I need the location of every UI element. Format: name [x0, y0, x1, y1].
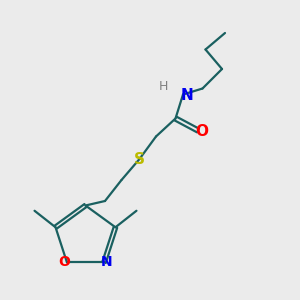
Text: H: H [159, 80, 168, 94]
Text: O: O [195, 124, 208, 140]
Text: N: N [181, 88, 194, 104]
Text: N: N [101, 256, 113, 269]
Text: S: S [134, 152, 145, 166]
Text: O: O [58, 256, 70, 269]
